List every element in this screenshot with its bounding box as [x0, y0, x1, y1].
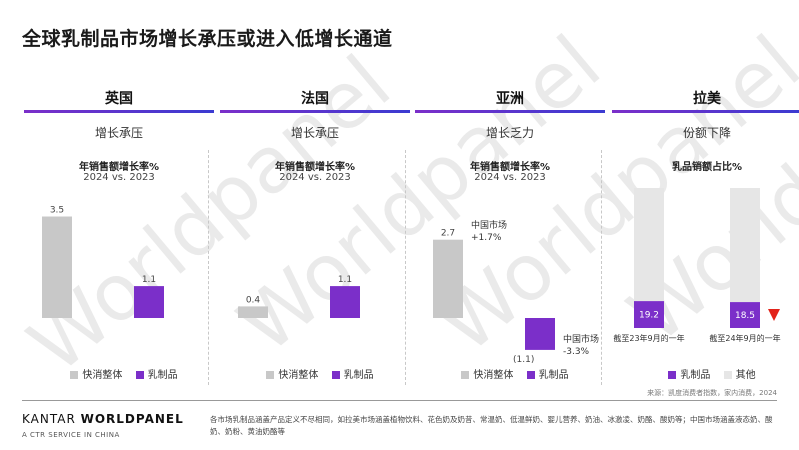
chart-subtitle: 2024 vs. 2023 — [83, 172, 155, 183]
panel-title: 亚洲 — [496, 91, 524, 107]
legend-label-overall: 快消整体 — [82, 370, 123, 381]
legend: 乳制品 其他 — [612, 366, 799, 381]
panel-divider — [208, 150, 209, 385]
panel-title: 法国 — [301, 91, 329, 107]
data-label: 0.4 — [246, 295, 261, 305]
chart-title: 年销售额增长率% — [469, 162, 551, 173]
data-label: 3.5 — [50, 206, 64, 216]
data-label: 1.1 — [142, 275, 156, 285]
chart-france: 0.4 1.1 — [238, 275, 360, 318]
decline-triangle-icon — [768, 309, 780, 322]
bar-other — [634, 188, 664, 302]
chart-title: 年销售额增长率% — [78, 162, 160, 173]
annotation-overall-value: +1.7% — [471, 233, 502, 243]
chart-latam: 19.2 截至23年9月的一年 18.5 截至24年9月的一年 — [613, 188, 781, 343]
legend: 快消整体 乳制品 — [220, 366, 410, 381]
data-label: (1.1) — [513, 355, 534, 365]
legend-label-dairy: 乳制品 — [343, 370, 374, 381]
chart-subtitle: 2024 vs. 2023 — [474, 172, 546, 183]
panel-uk: 英国 增长承压 年销售额增长率% 2024 vs. 2023 3.5 1.1 快消… — [24, 88, 214, 388]
legend-label-dairy: 乳制品 — [538, 370, 569, 381]
legend: 快消整体 乳制品 — [415, 366, 605, 381]
brand-logo: KANTAR WORLDPANEL — [22, 412, 184, 426]
annotation-dairy: 中国市场 — [563, 333, 599, 345]
panel-rule — [612, 110, 799, 113]
panel-rule — [24, 110, 214, 113]
bar-dairy — [134, 286, 164, 318]
legend-swatch-other — [723, 371, 732, 379]
bar-overall — [238, 306, 268, 318]
legend-label-dairy: 乳制品 — [147, 370, 178, 381]
category-label: 截至23年9月的一年 — [613, 333, 684, 343]
panel-subtitle: 增长承压 — [290, 126, 339, 140]
legend-swatch-overall — [461, 371, 470, 379]
brand-tagline: A CTR SERVICE IN CHINA — [22, 431, 120, 439]
bar-overall — [433, 239, 463, 318]
footer-rule — [22, 400, 777, 401]
legend: 快消整体 乳制品 — [24, 366, 214, 381]
chart-title: 年销售额增长率% — [274, 162, 356, 173]
panel-subtitle: 份额下降 — [682, 126, 731, 140]
legend-swatch-overall — [266, 371, 275, 379]
panel-france: 法国 增长承压 年销售额增长率% 2024 vs. 2023 0.4 1.1 快消… — [220, 88, 410, 388]
page-title: 全球乳制品市场增长承压或进入低增长通道 — [22, 28, 393, 50]
brand-name-light: KANTAR — [22, 412, 81, 426]
chart-uk: 3.5 1.1 — [42, 206, 164, 318]
panel-subtitle: 增长承压 — [94, 126, 143, 140]
legend-label-other: 其他 — [735, 370, 756, 381]
bar-dairy — [525, 318, 555, 350]
legend-label-overall: 快消整体 — [278, 370, 319, 381]
chart-asia: 2.7 (1.1) 中国市场 +1.7% 中国市场 -3.3% — [433, 219, 599, 365]
panel-asia: 亚洲 增长乏力 年销售额增长率% 2024 vs. 2023 2.7 (1.1) 中… — [415, 88, 605, 388]
data-label: 1.1 — [338, 275, 352, 285]
panel-subtitle: 增长乏力 — [485, 126, 534, 140]
panel-rule — [415, 110, 605, 113]
panel-latam: 拉美 份额下降 乳品销额占比% 19.2 截至23年9月的一年 18.5 截至24年9… — [612, 88, 799, 388]
legend-swatch-overall — [70, 371, 79, 379]
chart-subtitle: 2024 vs. 2023 — [279, 172, 351, 183]
data-label: 18.5 — [735, 311, 755, 321]
bar-dairy — [730, 302, 760, 328]
legend-label-dairy: 乳制品 — [680, 370, 711, 381]
panel-title: 英国 — [105, 91, 133, 107]
bar-dairy — [634, 301, 664, 328]
bar-other — [730, 188, 760, 303]
brand-name-bold: WORLDPANEL — [80, 412, 184, 426]
category-label: 截至24年9月的一年 — [709, 333, 780, 343]
footnote: 各市场乳制品涵盖产品定义不尽相同，如拉美市场涵盖植物饮料、花色奶及奶昔、常温奶、… — [210, 415, 773, 436]
chart-title: 乳品销额占比% — [671, 162, 743, 173]
data-label: 2.7 — [441, 229, 455, 239]
annotation-dairy-value: -3.3% — [563, 347, 590, 357]
data-label: 19.2 — [639, 311, 659, 321]
annotation-overall: 中国市场 — [471, 219, 507, 231]
panel-rule — [220, 110, 410, 113]
panel-title: 拉美 — [693, 91, 721, 107]
source-note: 来源：凯度消费者指数，家内消费，2024 — [647, 389, 777, 397]
legend-swatch-dairy — [668, 371, 677, 379]
legend-swatch-dairy — [135, 371, 144, 379]
legend-swatch-dairy — [526, 371, 535, 379]
panel-divider — [601, 150, 602, 385]
bar-dairy — [330, 286, 360, 318]
bar-overall — [42, 216, 72, 318]
legend-swatch-dairy — [331, 371, 340, 379]
panel-divider — [405, 150, 406, 385]
legend-label-overall: 快消整体 — [473, 370, 514, 381]
